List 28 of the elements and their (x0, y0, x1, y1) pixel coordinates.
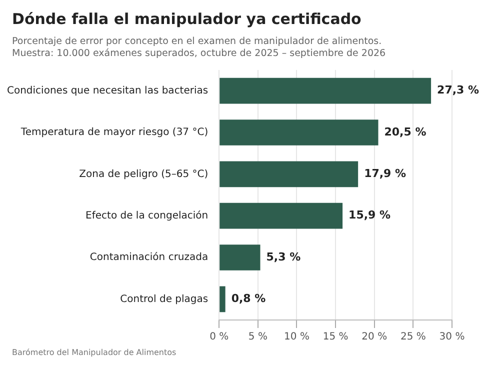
y-tick-label: Contaminación cruzada (90, 252, 208, 263)
y-tick-label: Control de plagas (120, 293, 208, 304)
bar (220, 119, 378, 146)
data-label: 17,9 % (364, 166, 406, 180)
chart-subtitle: Porcentaje de error por concepto en el examen de manipulador de alimentos. Muestra: 10.000 exámenes superados, octubre de 2025 – septiembre de 2026 (12, 36, 387, 61)
data-label: 27,3 % (437, 83, 480, 96)
data-label: 5,3 % (266, 250, 301, 264)
bar (220, 160, 358, 187)
x-tick-label: 30 % (439, 331, 465, 342)
text: Barómetro del Manipulador de Alimentos (12, 348, 178, 357)
x-tick-label: 15 % (322, 331, 348, 342)
x-tick-label: 0 % (210, 331, 229, 342)
y-tick-label: Efecto de la congelación (86, 210, 208, 222)
x-tick-label: 10 % (284, 331, 310, 342)
bar (220, 78, 432, 104)
y-tick-label: Zona de peligro (5–65 °C) (79, 168, 208, 180)
data-label: 20,5 % (384, 125, 426, 138)
x-tick-label: 25 % (400, 331, 426, 342)
x-tick-label: 5 % (248, 331, 268, 342)
data-label: 0,8 % (231, 292, 266, 305)
bar (220, 286, 226, 312)
chart-title: Dónde falla el manipulador ya certificado (12, 10, 362, 28)
data-label: 15,9 % (348, 208, 391, 222)
bar (220, 202, 343, 228)
bar (220, 244, 260, 270)
x-tick-label: 20 % (362, 331, 388, 342)
y-tick-label: Condiciones que necesitan las bacterias (6, 85, 208, 96)
y-tick-label: Temperatura de mayor riesgo (37 °C) (20, 126, 208, 138)
